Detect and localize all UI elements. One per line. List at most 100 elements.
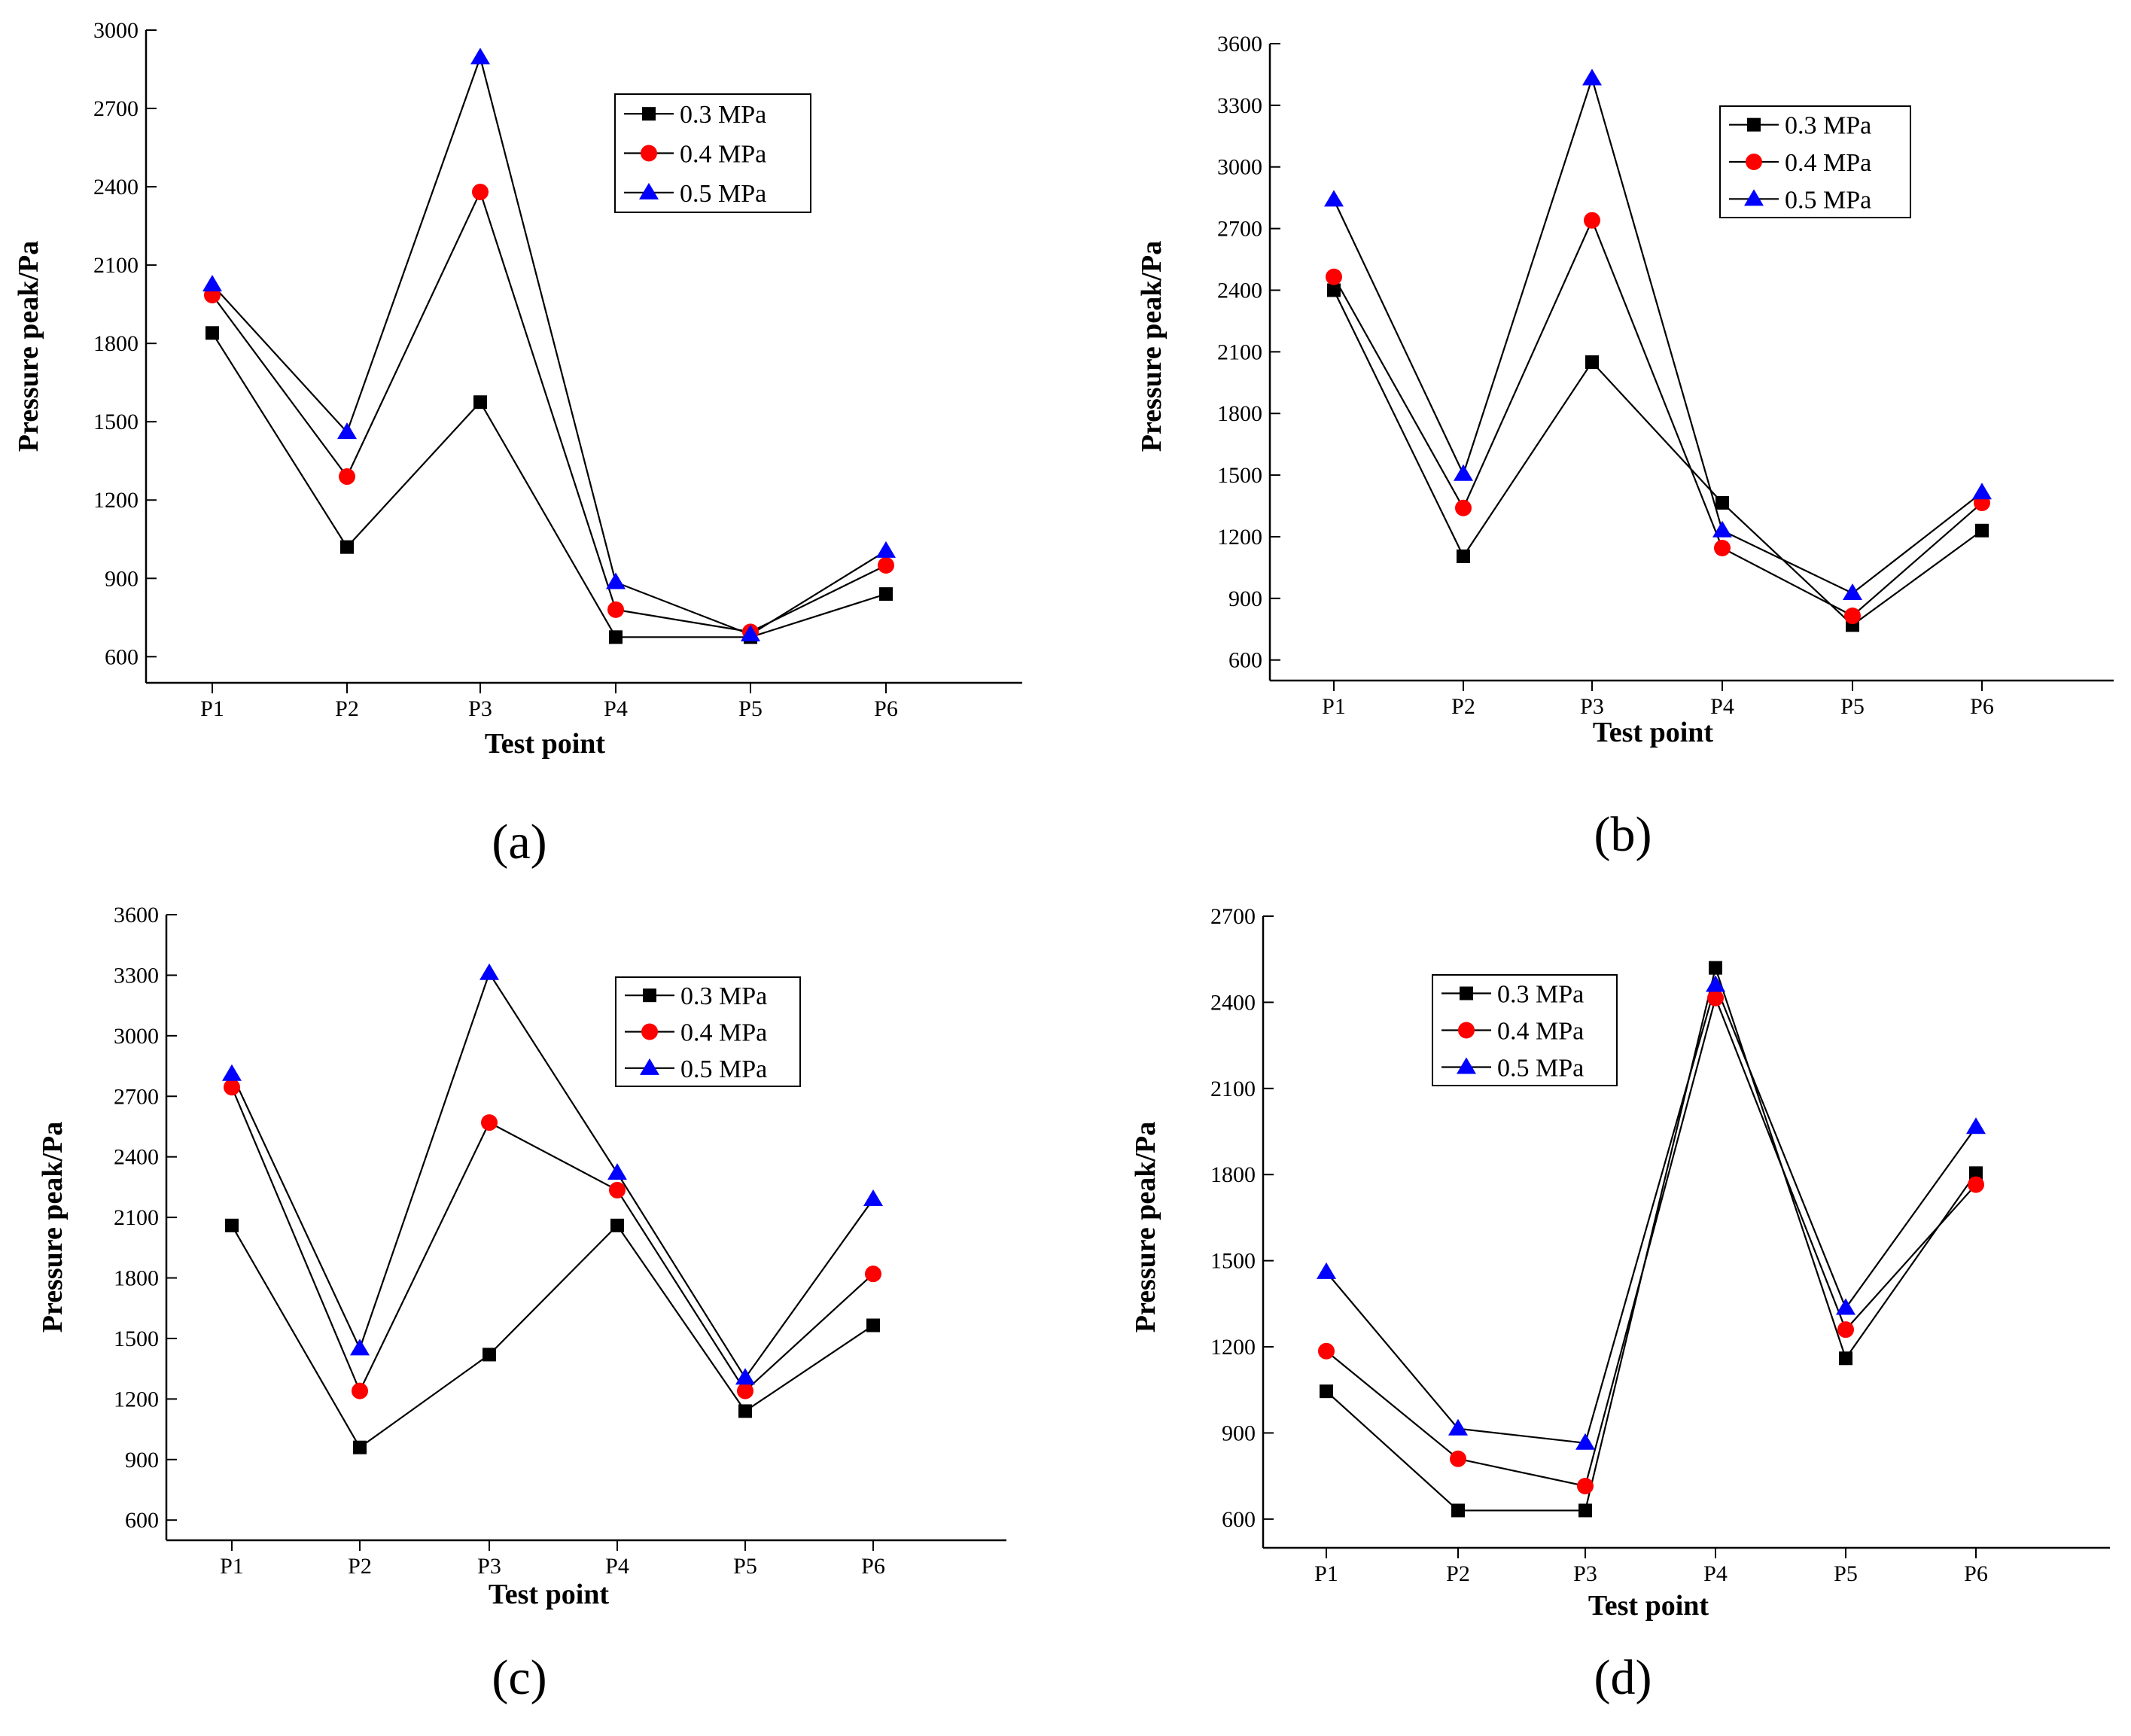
legend-label: 0.4 MPa [1785,149,1871,177]
series-line-circle [1326,995,1977,1488]
data-point-square [1969,1166,1983,1180]
data-point-square [1975,523,1989,538]
y-tick-label: 1500 [1210,1249,1256,1274]
y-tick-label: 1800 [114,1266,159,1291]
x-tick-label: P5 [738,696,763,721]
data-point-triangle [735,1368,755,1385]
x-tick-label: P4 [604,696,628,721]
y-tick-label: 3000 [114,1024,159,1049]
legend-marker-triangle [1457,1057,1476,1074]
legend-label: 0.3 MPa [680,101,766,129]
data-point-square [1320,1384,1333,1399]
x-tick-label: P1 [1322,694,1346,719]
y-tick-label: 3300 [1217,93,1262,118]
y-axis-title: Pressure peak/Pa [1136,241,1167,452]
data-point-triangle [202,275,222,292]
data-point-triangle [1448,1418,1468,1436]
data-point-triangle [479,963,499,980]
x-tick-label: P5 [1834,1561,1858,1586]
data-point-triangle [350,1339,370,1356]
data-point-square [483,1348,496,1362]
series-line-circle [230,1086,874,1393]
x-tick-label: P2 [1446,1561,1470,1586]
y-tick-label: 2400 [1217,278,1262,303]
data-point-square [353,1440,367,1454]
x-tick-label: P4 [1710,694,1734,719]
y-tick-label: 2700 [93,96,139,121]
data-point-square [1585,355,1599,369]
x-tick-label: P6 [1964,1561,1988,1586]
y-tick-label: 1500 [114,1326,159,1351]
y-tick-label: 900 [125,1448,159,1473]
x-tick-label: P2 [335,696,359,721]
data-point-square [473,395,487,410]
data-point-square [1578,1503,1592,1518]
series-line-triangle [1326,982,1977,1444]
data-point-square [879,587,893,602]
y-tick-label: 600 [1222,1507,1256,1532]
data-point-triangle [1712,520,1732,538]
y-tick-label: 2400 [114,1145,159,1170]
chart-panel-2: 600 900 1200 1500 1800 2100 2400 2700 3000 3300 36… [1136,32,2114,862]
data-point-square [866,1318,880,1332]
y-tick-label: 2400 [93,175,139,199]
y-tick-label: 2700 [1217,217,1262,242]
data-point-triangle [1706,975,1725,992]
legend-label: 0.3 MPa [680,982,767,1010]
data-point-circle [1577,1478,1594,1495]
y-tick-label: 1500 [1217,463,1262,488]
data-point-circle [1968,1176,1984,1193]
x-tick-label: P3 [1580,694,1604,719]
x-tick-label: P3 [477,1554,501,1579]
legend: 0.3 MPa 0.4 MPa 0.5 MPa [615,976,801,1087]
y-tick-label: 3600 [1217,32,1262,56]
legend-marker-circle [1458,1022,1475,1039]
x-tick-label: P1 [200,696,224,721]
data-point-triangle [741,624,760,641]
data-point-circle [1844,608,1861,625]
data-point-triangle [470,47,490,65]
data-point-circle [339,468,355,486]
series-line-square [1333,290,1983,626]
y-tick-label: 3300 [114,963,159,988]
x-axis-title: Test point [1593,717,1713,748]
data-point-triangle [1575,1433,1595,1450]
y-tick-label: 900 [105,566,139,591]
y-tick-label: 900 [1228,586,1262,611]
data-point-triangle [1324,190,1344,207]
y-tick-label: 3600 [114,903,159,927]
data-point-circle [472,184,489,201]
x-tick-label: P3 [1573,1561,1597,1586]
y-tick-label: 2100 [1210,1077,1256,1101]
data-point-circle [1450,1450,1466,1467]
y-tick-label: 1200 [1217,525,1262,550]
legend-marker-triangle [639,182,659,199]
data-point-triangle [607,1163,627,1180]
legend-marker-triangle [640,1058,659,1075]
series-line-triangle [231,971,874,1380]
data-point-triangle [863,1189,883,1206]
series-line-circle [212,190,887,633]
x-tick-label: P5 [733,1554,757,1579]
series-line-triangle [1333,75,1983,595]
legend-marker-square [1747,117,1761,132]
legend: 0.3 MPa 0.4 MPa 0.5 MPa [1432,974,1618,1086]
data-point-square [340,540,354,554]
legend-label: 0.4 MPa [1497,1018,1584,1046]
data-point-triangle [1972,483,1992,500]
legend-label: 0.3 MPa [1785,112,1871,140]
y-axis-title: Pressure peak/Pa [37,1122,68,1332]
x-axis-title: Test point [489,1579,609,1610]
chart-panel-1: 600 900 1200 1500 1800 2100 2400 2700 3000 P1 P2 P3… [13,18,1022,870]
y-tick-label: 2400 [1210,990,1256,1015]
legend-label: 0.5 MPa [1497,1055,1584,1083]
data-point-square [225,1218,239,1232]
y-tick-label: 1200 [93,488,139,513]
x-tick-label: P6 [1970,694,1994,719]
data-point-triangle [1582,69,1602,86]
x-tick-label: P3 [468,696,492,721]
data-point-circle [1318,1342,1335,1360]
data-point-triangle [337,422,357,440]
data-point-circle [1714,539,1731,556]
y-tick-label: 2700 [1210,904,1256,929]
